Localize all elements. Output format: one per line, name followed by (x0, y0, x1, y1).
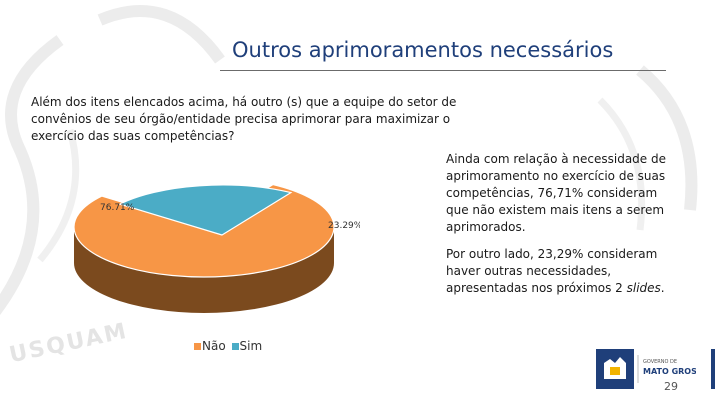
commentary-paragraph-2: Por outro lado, 23,29% consideram haver … (446, 246, 666, 297)
side-commentary: Ainda com relação à necessidade de aprim… (446, 151, 666, 307)
pie-slice-1 (118, 184, 293, 236)
legend-label-sim: Sim (239, 339, 263, 353)
logo-small-text: GOVERNO DE (643, 359, 677, 365)
pie-data-label-1: 23.29% (328, 221, 360, 231)
mato-grosso-logo: GOVERNO DE MATO GROSSO (596, 349, 696, 389)
survey-question: Além dos itens elencados acima, há outro… (31, 95, 457, 143)
pie-data-label-0: 76.71% (100, 203, 135, 213)
commentary-paragraph-1: Ainda com relação à necessidade de aprim… (446, 152, 666, 234)
commentary-paragraph-2-end: . (660, 281, 665, 295)
page-number: 29 (664, 380, 678, 393)
legend-label-nao: Não (202, 339, 226, 353)
pie-chart: 76.71% 23.29% (60, 170, 363, 344)
title-underline (220, 70, 666, 71)
logo-emblem-accent (610, 367, 620, 375)
chart-legend: Não Sim (194, 339, 264, 353)
legend-item-sim: Sim (231, 339, 263, 353)
logo-name-text: MATO GROSSO (643, 367, 696, 376)
legend-swatch-sim (231, 343, 239, 350)
legend-item-nao: Não (194, 339, 226, 353)
commentary-paragraph-2-italic: slides (626, 281, 661, 295)
legend-swatch-nao (194, 343, 201, 350)
corner-accent-bar (711, 349, 715, 389)
page-title: Outros aprimoramentos necessários (232, 38, 614, 62)
commentary-paragraph-2-text: Por outro lado, 23,29% consideram haver … (446, 247, 658, 295)
pie-slice-side-0-0 (74, 227, 334, 313)
